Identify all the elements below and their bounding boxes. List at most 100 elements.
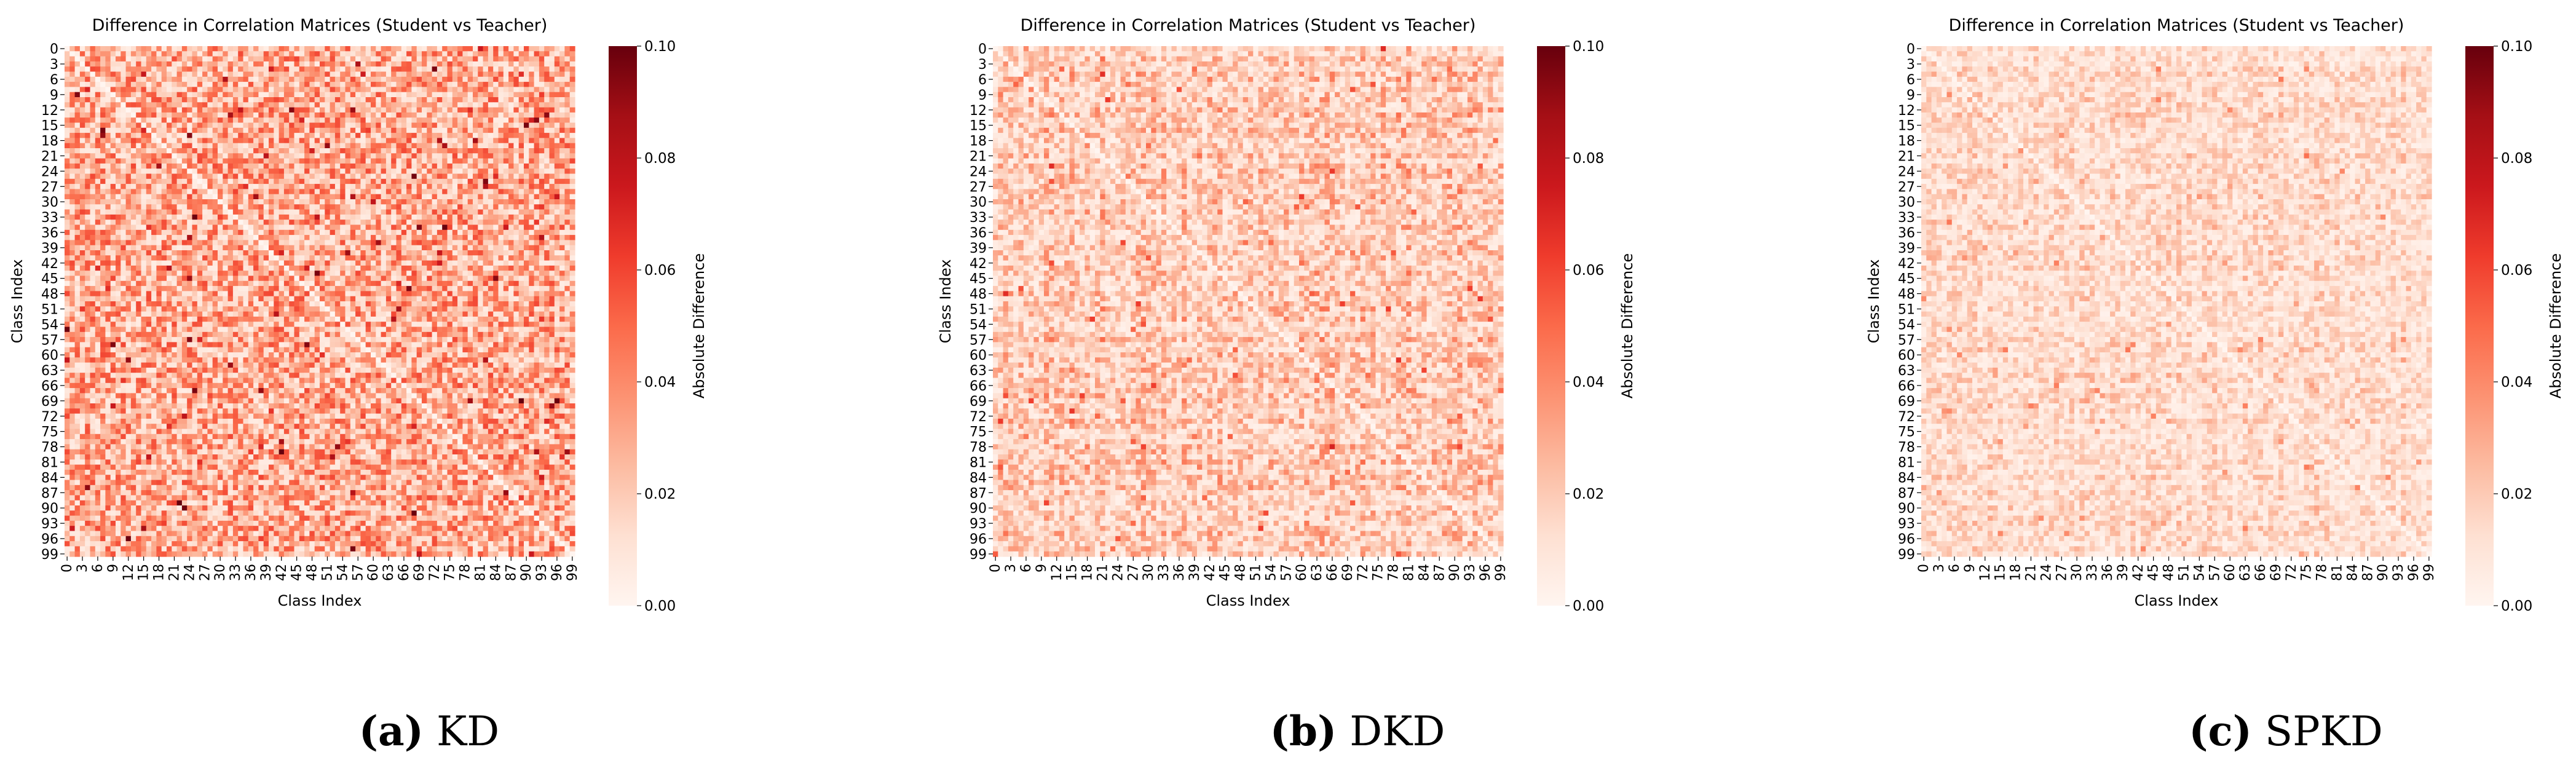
heatmap-cell xyxy=(325,199,331,205)
heatmap-cell xyxy=(334,51,341,57)
heatmap-cell xyxy=(437,168,443,175)
heatmap-cell xyxy=(65,66,70,73)
heatmap-cell xyxy=(238,291,244,297)
heatmap-cell xyxy=(289,158,295,164)
heatmap-cell xyxy=(569,199,575,205)
heatmap-cell xyxy=(483,194,489,200)
heatmap-cell xyxy=(483,224,489,231)
heatmap-cell xyxy=(334,189,341,195)
heatmap-cell xyxy=(427,61,433,67)
heatmap-cell xyxy=(299,168,305,175)
heatmap-cell xyxy=(212,280,218,287)
heatmap-cell xyxy=(279,178,285,184)
heatmap-cell xyxy=(391,92,397,98)
heatmap-cell xyxy=(248,66,254,73)
heatmap-cell xyxy=(187,97,193,103)
heatmap-cell xyxy=(227,271,234,277)
heatmap-cell xyxy=(411,138,417,144)
heatmap-cell xyxy=(95,194,101,200)
heatmap-cell xyxy=(156,220,162,226)
heatmap-cell xyxy=(416,148,422,154)
heatmap-cell xyxy=(176,214,183,220)
heatmap-cell xyxy=(411,107,417,113)
heatmap-cell xyxy=(151,92,157,98)
heatmap-cell xyxy=(447,220,453,226)
heatmap-cell xyxy=(432,235,438,240)
heatmap-cell xyxy=(238,240,244,246)
heatmap-cell xyxy=(437,82,443,87)
heatmap-cell xyxy=(223,76,229,82)
heatmap-cell xyxy=(151,209,157,215)
heatmap-cell xyxy=(187,245,193,251)
heatmap-cell xyxy=(289,260,295,266)
heatmap-cell xyxy=(559,61,565,67)
heatmap-cell xyxy=(539,133,545,138)
heatmap-cell xyxy=(513,260,520,266)
heatmap-cell xyxy=(452,265,458,271)
heatmap-cell xyxy=(304,66,310,73)
heatmap-cell xyxy=(141,56,147,62)
heatmap-cell xyxy=(121,178,127,184)
heatmap-cell xyxy=(508,66,514,73)
heatmap-cell xyxy=(385,184,392,189)
heatmap-cell xyxy=(309,138,315,144)
heatmap-cell xyxy=(105,127,111,133)
heatmap-cell xyxy=(483,240,489,246)
heatmap-cell xyxy=(167,265,172,271)
heatmap-cell xyxy=(365,76,371,82)
heatmap-cell xyxy=(243,235,249,240)
heatmap-cell xyxy=(396,158,402,164)
heatmap-cell xyxy=(554,235,560,240)
heatmap-cell xyxy=(478,184,484,189)
heatmap-cell xyxy=(498,194,504,200)
heatmap-cell xyxy=(121,61,127,67)
heatmap-cell xyxy=(161,224,167,231)
heatmap-cell xyxy=(340,51,346,57)
heatmap-cell xyxy=(85,163,91,169)
heatmap-cell xyxy=(478,107,484,113)
heatmap-cell xyxy=(85,112,91,118)
heatmap-cell xyxy=(467,194,473,200)
heatmap-cell xyxy=(100,214,106,220)
heatmap-cell xyxy=(187,209,193,215)
heatmap-cell xyxy=(564,153,571,159)
heatmap-cell xyxy=(493,76,499,82)
heatmap-cell xyxy=(304,168,310,175)
heatmap-cell xyxy=(432,112,438,118)
heatmap-cell xyxy=(110,214,116,220)
heatmap-cell xyxy=(309,97,315,103)
heatmap-cell xyxy=(151,245,157,251)
heatmap-cell xyxy=(503,117,509,124)
heatmap-cell xyxy=(371,214,376,220)
heatmap-cell xyxy=(309,168,315,175)
heatmap-cell xyxy=(422,158,427,164)
heatmap-cell xyxy=(498,82,504,87)
heatmap-cell xyxy=(513,224,520,231)
heatmap-cell xyxy=(442,173,448,180)
heatmap-cell xyxy=(325,117,331,124)
heatmap-cell xyxy=(467,296,473,302)
heatmap-cell xyxy=(243,194,249,200)
heatmap-cell xyxy=(232,260,239,266)
heatmap-cell xyxy=(478,102,484,108)
heatmap-cell xyxy=(141,173,147,180)
heatmap-cell xyxy=(355,107,361,113)
heatmap-cell xyxy=(513,229,520,236)
heatmap-cell xyxy=(304,107,310,113)
heatmap-cell xyxy=(508,260,514,266)
heatmap-cell xyxy=(141,178,147,184)
heatmap-cell xyxy=(462,271,468,277)
heatmap-cell xyxy=(151,194,157,200)
heatmap-cell xyxy=(253,163,259,169)
heatmap-cell xyxy=(529,97,535,103)
heatmap-cell xyxy=(396,209,402,215)
heatmap-cell xyxy=(279,194,285,200)
heatmap-cell xyxy=(396,173,402,180)
heatmap-cell xyxy=(176,189,183,195)
heatmap-cell xyxy=(544,143,550,149)
heatmap-cell xyxy=(218,56,223,62)
heatmap-cell xyxy=(498,66,504,73)
heatmap-cell xyxy=(508,51,514,57)
heatmap-cell xyxy=(161,209,167,215)
heatmap-cell xyxy=(125,66,132,73)
